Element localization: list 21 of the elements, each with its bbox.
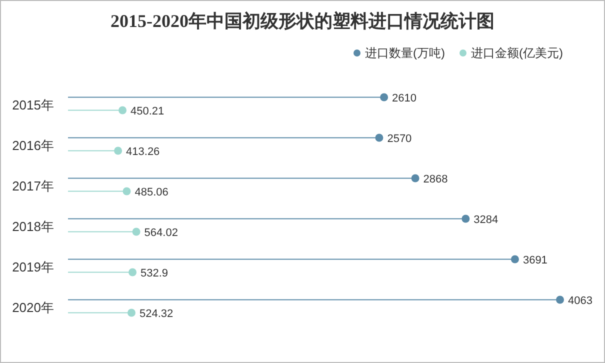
- y-tick-label: 2020年: [12, 300, 54, 315]
- data-label: 2570: [387, 132, 412, 145]
- data-label: 485.06: [134, 186, 168, 198]
- data-label: 3284: [474, 214, 498, 226]
- legend-label: 进口数量(万吨): [365, 46, 445, 60]
- legend-label: 进口金额(亿美元): [471, 46, 563, 60]
- chart-title: 2015-2020年中国初级形状的塑料进口情况统计图: [110, 11, 494, 31]
- y-tick-label: 2019年: [12, 259, 54, 274]
- y-tick-label: 2016年: [12, 138, 54, 153]
- y-tick-label: 2017年: [12, 178, 54, 194]
- data-label: 2868: [423, 173, 448, 186]
- data-label: 532.9: [140, 267, 168, 280]
- data-label: 450.21: [130, 105, 164, 118]
- data-label: 4063: [568, 294, 592, 307]
- y-tick-label: 2018年: [12, 218, 54, 234]
- data-label: 3691: [522, 254, 548, 266]
- data-label: 2610: [392, 92, 417, 104]
- data-label: 524.32: [139, 308, 174, 320]
- y-tick-label: 2015年: [12, 97, 54, 112]
- data-label: 413.26: [126, 146, 160, 158]
- data-label: 564.02: [144, 226, 178, 239]
